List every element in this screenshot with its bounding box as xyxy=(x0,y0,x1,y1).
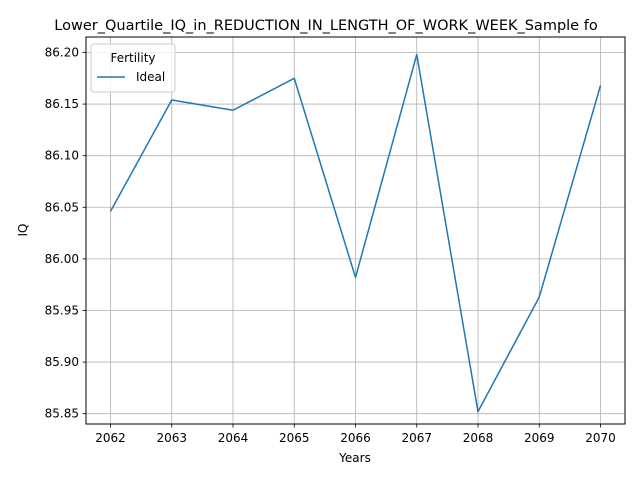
x-tick-label: 2067 xyxy=(401,431,432,445)
y-tick-label: 86.00 xyxy=(45,252,79,266)
y-tick-label: 85.95 xyxy=(45,303,79,317)
y-tick-label: 86.15 xyxy=(45,97,79,111)
y-axis-label: IQ xyxy=(16,224,30,237)
x-tick-label: 2064 xyxy=(218,431,249,445)
y-tick-label: 85.85 xyxy=(45,407,79,421)
y-tick-label: 86.05 xyxy=(45,200,79,214)
legend-label-ideal: Ideal xyxy=(136,70,165,84)
legend: Fertility Ideal xyxy=(90,43,176,93)
x-tick-label: 2062 xyxy=(95,431,126,445)
y-tick-label: 86.20 xyxy=(45,45,79,59)
y-axis-ticks: 85.85 85.90 85.95 86.00 86.05 86.10 86.15 86.20 xyxy=(45,45,86,421)
y-tick-label: 85.90 xyxy=(45,355,79,369)
x-tick-label: 2069 xyxy=(524,431,555,445)
x-axis-ticks: 2062 2063 2064 2065 2066 2067 2068 2069 2070 xyxy=(95,424,616,445)
series-layer xyxy=(109,53,602,413)
x-tick-label: 2066 xyxy=(340,431,371,445)
x-tick-label: 2063 xyxy=(156,431,187,445)
legend-title: Fertility xyxy=(110,51,155,65)
x-tick-label: 2068 xyxy=(463,431,494,445)
legend-box xyxy=(90,43,176,93)
x-tick-label: 2070 xyxy=(585,431,616,445)
chart-title: Lower_Quartile_IQ_in_REDUCTION_IN_LENGTH… xyxy=(54,18,598,34)
x-axis-label: Years xyxy=(338,451,371,465)
y-tick-label: 86.10 xyxy=(45,149,79,163)
grid xyxy=(86,37,625,424)
x-tick-label: 2065 xyxy=(279,431,310,445)
